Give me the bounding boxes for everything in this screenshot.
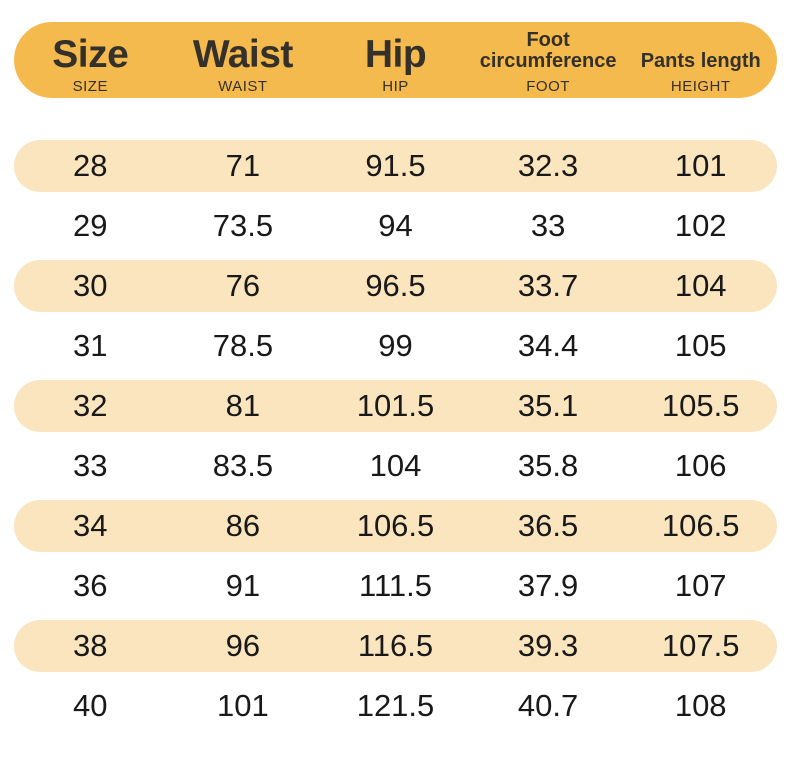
cell-size: 28 xyxy=(73,148,108,183)
cell-foot: 37.9 xyxy=(517,568,579,603)
cell-size: 30 xyxy=(73,268,108,303)
column-label-hip: Hip xyxy=(364,33,427,77)
cell-waist: 73.5 xyxy=(212,208,274,243)
cell-size: 38 xyxy=(73,628,108,663)
table-row: 36 91 111.5 37.9 107 xyxy=(14,560,777,612)
cell-height: 106 xyxy=(674,448,727,483)
cell-size: 31 xyxy=(73,328,108,363)
cell-waist: 86 xyxy=(225,508,261,543)
cell-waist: 78.5 xyxy=(212,328,274,363)
table-row: 28 71 91.5 32.3 101 xyxy=(14,140,777,192)
column-label-size: Size xyxy=(52,33,129,77)
table-row: 38 96 116.5 39.3 107.5 xyxy=(14,620,777,672)
cell-size: 33 xyxy=(73,448,108,483)
cell-height: 108 xyxy=(674,688,727,723)
table-row: 32 81 101.5 35.1 105.5 xyxy=(14,380,777,432)
table-row: 40 101 121.5 40.7 108 xyxy=(14,680,777,732)
cell-hip: 96.5 xyxy=(365,268,426,303)
cell-height: 104 xyxy=(674,268,727,303)
column-header-pants-length: Pants length HEIGHT xyxy=(624,22,777,98)
cell-foot: 33 xyxy=(530,208,566,243)
column-label-waist: Waist xyxy=(192,33,294,77)
cell-height: 107 xyxy=(674,568,727,603)
cell-hip: 121.5 xyxy=(356,688,435,723)
cell-size: 32 xyxy=(73,388,108,423)
table-row: 34 86 106.5 36.5 106.5 xyxy=(14,500,777,552)
column-sublabel-foot-circumference: FOOT xyxy=(526,78,570,95)
cell-foot: 40.7 xyxy=(517,688,579,723)
cell-foot: 34.4 xyxy=(517,328,579,363)
cell-height: 102 xyxy=(674,208,727,243)
table-row: 31 78.5 99 34.4 105 xyxy=(14,320,777,372)
table-row: 33 83.5 104 35.8 106 xyxy=(14,440,777,492)
column-label-pants-length: Pants length xyxy=(640,50,761,72)
cell-hip: 111.5 xyxy=(359,568,432,603)
cell-foot: 35.1 xyxy=(517,388,579,423)
table-header: Size SIZE Waist WAIST Hip HIP Foot circu… xyxy=(14,22,777,98)
table-row: 30 76 96.5 33.7 104 xyxy=(14,260,777,312)
cell-waist: 101 xyxy=(217,688,269,723)
cell-hip: 94 xyxy=(378,208,413,243)
cell-hip: 91.5 xyxy=(365,148,426,183)
column-sublabel-pants-length: HEIGHT xyxy=(670,78,731,95)
cell-height: 101 xyxy=(674,148,727,183)
column-label-foot-circumference: Foot circumference xyxy=(479,29,617,72)
cell-foot: 32.3 xyxy=(517,148,579,183)
cell-foot: 33.7 xyxy=(517,268,579,303)
cell-waist: 96 xyxy=(225,628,261,663)
column-sublabel-waist: WAIST xyxy=(218,78,268,95)
cell-hip: 106.5 xyxy=(356,508,435,543)
column-header-hip: Hip HIP xyxy=(319,22,472,98)
cell-hip: 101.5 xyxy=(356,388,435,423)
cell-size: 40 xyxy=(73,688,108,723)
column-sublabel-size: SIZE xyxy=(72,78,108,95)
cell-hip: 104 xyxy=(369,448,422,483)
cell-height: 106.5 xyxy=(661,508,740,543)
cell-waist: 81 xyxy=(225,388,261,423)
cell-size: 34 xyxy=(73,508,108,543)
column-header-size: Size SIZE xyxy=(14,22,167,98)
cell-height: 105 xyxy=(674,328,727,363)
column-header-foot-circumference: Foot circumference FOOT xyxy=(472,22,625,98)
table-row: 29 73.5 94 33 102 xyxy=(14,200,777,252)
table-body: 28 71 91.5 32.3 101 29 73.5 94 33 102 30 76 96.5 33.7… xyxy=(14,140,777,732)
cell-hip: 99 xyxy=(378,328,413,363)
cell-waist: 83.5 xyxy=(212,448,274,483)
cell-height: 105.5 xyxy=(661,388,740,423)
cell-foot: 35.8 xyxy=(517,448,579,483)
cell-waist: 76 xyxy=(225,268,261,303)
column-header-waist: Waist WAIST xyxy=(167,22,320,98)
cell-waist: 91 xyxy=(225,568,261,603)
column-sublabel-hip: HIP xyxy=(382,78,409,95)
cell-hip: 116.5 xyxy=(357,628,434,663)
size-chart: Size SIZE Waist WAIST Hip HIP Foot circu… xyxy=(0,22,790,760)
cell-height: 107.5 xyxy=(661,628,740,663)
cell-size: 29 xyxy=(73,208,108,243)
cell-size: 36 xyxy=(73,568,108,603)
cell-foot: 39.3 xyxy=(517,628,579,663)
cell-waist: 71 xyxy=(225,148,261,183)
cell-foot: 36.5 xyxy=(517,508,579,543)
